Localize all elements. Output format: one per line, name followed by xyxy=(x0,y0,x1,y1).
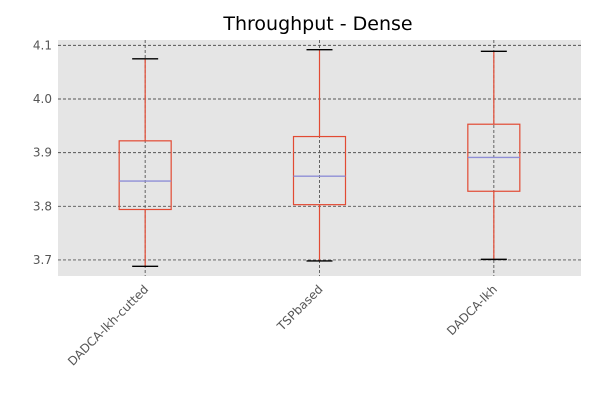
y-tick-label: 4.0 xyxy=(33,92,52,106)
box-body xyxy=(118,140,172,211)
box-group xyxy=(292,48,347,262)
chart-title: Throughput - Dense xyxy=(222,13,412,35)
x-axis-ticks: DADCA-lkh-cutted TSPbased DADCA-lkh xyxy=(65,282,500,368)
box-group xyxy=(118,58,172,268)
y-tick-label: 4.1 xyxy=(33,38,52,52)
y-tick-label: 3.7 xyxy=(33,253,52,267)
box-group xyxy=(467,50,521,261)
boxes xyxy=(118,48,521,268)
y-tick-label: 3.9 xyxy=(33,146,52,160)
x-tick-label: DADCA-lkh-cutted xyxy=(65,282,151,368)
y-tick-label: 3.8 xyxy=(33,199,52,213)
box-body xyxy=(292,135,347,206)
x-tick-label: TSPbased xyxy=(274,282,326,334)
y-axis-ticks: 3.7 3.8 3.9 4.0 4.1 xyxy=(33,38,52,267)
x-tick-label: DADCA-lkh xyxy=(444,282,500,338)
